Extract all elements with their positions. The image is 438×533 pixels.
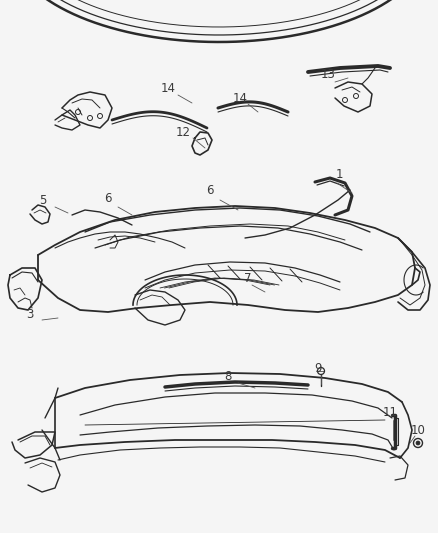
Text: 5: 5	[39, 193, 47, 206]
Text: 8: 8	[224, 369, 232, 383]
Text: 7: 7	[244, 271, 252, 285]
Text: 6: 6	[104, 191, 112, 205]
Text: 3: 3	[26, 309, 34, 321]
Text: 13: 13	[321, 69, 336, 82]
Text: 11: 11	[382, 407, 398, 419]
Text: 10: 10	[410, 424, 425, 437]
Text: 1: 1	[335, 168, 343, 182]
Text: 14: 14	[233, 92, 247, 104]
Circle shape	[416, 441, 420, 445]
Text: 9: 9	[314, 361, 322, 375]
Text: 12: 12	[176, 125, 191, 139]
Text: 14: 14	[160, 82, 176, 94]
Text: 6: 6	[206, 183, 214, 197]
